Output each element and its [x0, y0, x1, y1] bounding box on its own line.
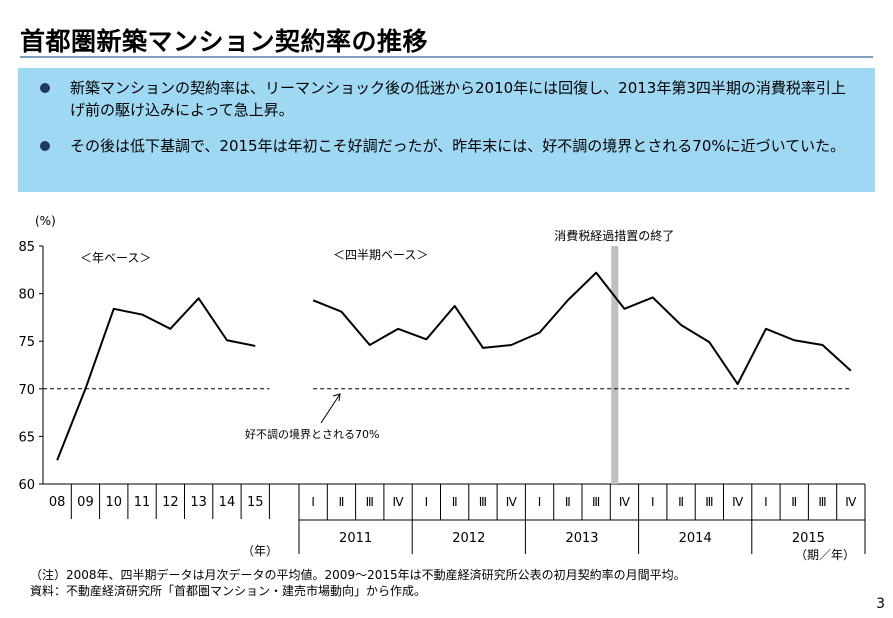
threshold-pointer-arrowhead — [332, 393, 341, 402]
page-number: 3 — [876, 596, 885, 612]
page-title: 首都圏新築マンション契約率の推移 — [20, 27, 429, 56]
y-tick-label: 85 — [18, 240, 35, 255]
quarterly-series-label: ＜四半期ベース＞ — [333, 248, 428, 262]
annual-tick-label: 10 — [105, 495, 122, 510]
quarter-tick-label: Ⅱ — [452, 495, 458, 509]
y-axis-unit: (%) — [35, 214, 56, 228]
summary-text: 新築マンションの契約率は、リーマンショック後の低迷から2010年には回復し、20… — [70, 79, 846, 119]
annual-x-unit: （年） — [242, 544, 278, 558]
quarter-tick-label: Ⅳ — [393, 495, 404, 509]
annual-tick-label: 13 — [190, 495, 207, 510]
quarter-tick-label: Ⅲ — [592, 495, 600, 509]
quarter-tick-label: Ⅱ — [791, 495, 797, 509]
quarter-tick-label: Ⅰ — [538, 495, 542, 509]
quarter-tick-label: Ⅲ — [705, 495, 713, 509]
marker-annotation: 消費税経過措置の終了 — [554, 228, 674, 243]
annual-line — [56, 297, 256, 461]
annual-tick-label: 11 — [134, 495, 151, 510]
y-tick-label: 60 — [18, 478, 35, 493]
quarter-tick-label: Ⅲ — [366, 495, 374, 509]
y-axis: 60 65 70 75 80 85 — [18, 240, 43, 493]
quarter-tick-label: Ⅰ — [764, 495, 768, 509]
y-tick-label: 65 — [18, 430, 35, 445]
quarter-tick-label: Ⅱ — [678, 495, 684, 509]
quarter-tick-label: Ⅰ — [651, 495, 655, 509]
title-underline — [20, 56, 873, 58]
threshold-label: 好不調の境界とされる70% — [245, 427, 379, 441]
chart-series — [56, 271, 852, 461]
annual-tick-label: 15 — [247, 495, 264, 510]
bullet-dot-icon — [40, 141, 50, 151]
threshold-pointer-arrow — [320, 393, 341, 424]
year-label: 2015 — [792, 531, 825, 546]
quarter-tick-label: Ⅲ — [479, 495, 487, 509]
chart-frame — [42, 246, 865, 485]
year-label: 2012 — [452, 531, 485, 546]
source-text: 資料：不動産経済研究所「首都圏マンション・建売市場動向」から作成。 — [30, 584, 427, 598]
annual-tick-label: 14 — [219, 495, 236, 510]
annual-series-label: ＜年ベース＞ — [80, 251, 151, 265]
quarter-tick-label: Ⅲ — [818, 495, 826, 509]
quarterly-x-unit: （期／年） — [795, 548, 855, 562]
quarter-tick-label: Ⅰ — [311, 495, 315, 509]
bullet-dot-icon — [40, 83, 50, 93]
quarter-tick-label: Ⅱ — [338, 495, 344, 509]
annual-tick-label: 12 — [162, 495, 179, 510]
summary-text: その後は低下基調で、2015年は年初こそ好調だったが、昨年末には、好不調の境界と… — [70, 137, 846, 155]
quarter-tick-label: Ⅳ — [845, 495, 856, 509]
annual-tick-label: 08 — [49, 495, 66, 510]
year-label: 2014 — [679, 531, 712, 546]
tax-measure-end-marker — [611, 246, 619, 484]
y-tick-label: 80 — [18, 288, 35, 303]
year-label: 2011 — [339, 531, 372, 546]
summary-box: 新築マンションの契約率は、リーマンショック後の低迷から2010年には回復し、20… — [18, 68, 875, 192]
y-tick-label: 70 — [18, 383, 35, 398]
year-label: 2013 — [565, 531, 598, 546]
quarter-tick-label: Ⅱ — [565, 495, 571, 509]
quarter-tick-label: Ⅳ — [619, 495, 630, 509]
annual-tick-label: 09 — [77, 495, 94, 510]
quarter-tick-label: Ⅳ — [732, 495, 743, 509]
quarter-tick-label: Ⅰ — [425, 495, 429, 509]
chart-notes: （注）2008年、四半期データは月次データの平均値。2009～2015年は不動産… — [30, 567, 686, 599]
y-tick-label: 75 — [18, 335, 35, 350]
quarter-tick-label: Ⅳ — [506, 495, 517, 509]
note-text: （注）2008年、四半期データは月次データの平均値。2009～2015年は不動産… — [30, 568, 686, 582]
quarterly-line — [312, 271, 852, 386]
x-axis: 08 09 10 11 12 13 14 15 Ⅰ Ⅱ Ⅲ Ⅳ Ⅰ Ⅱ Ⅲ Ⅳ Ⅰ Ⅱ Ⅲ Ⅳ Ⅰ Ⅱ Ⅲ Ⅳ Ⅰ Ⅱ Ⅲ Ⅳ 2011… — [49, 484, 866, 554]
